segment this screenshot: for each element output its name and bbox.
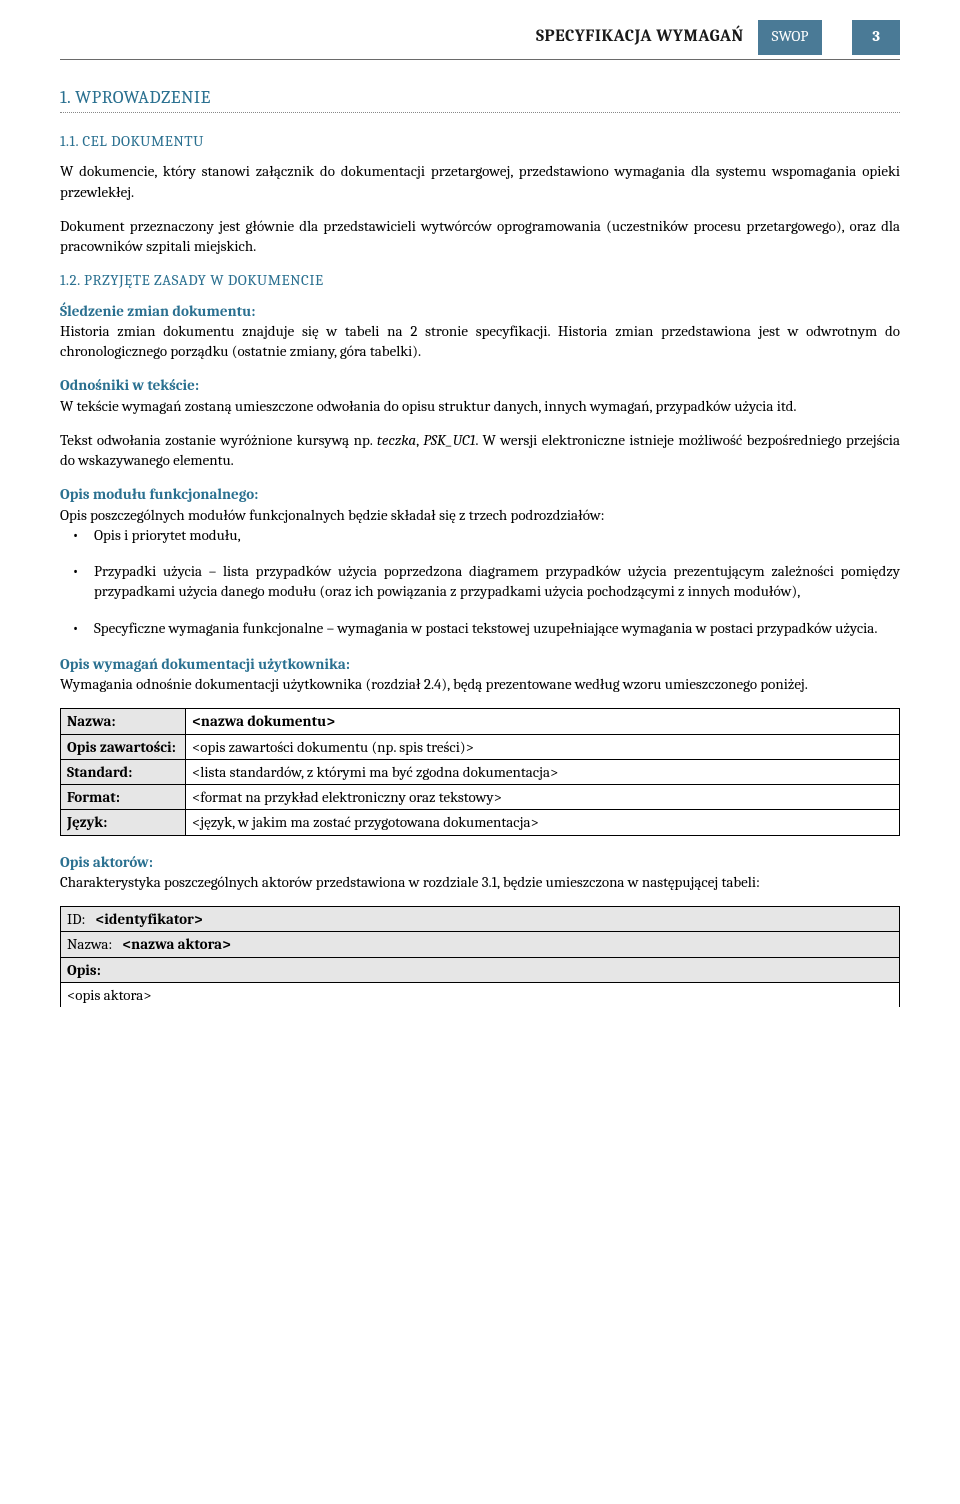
sublabel-module: Opis modułu funkcjonalnego: <box>60 484 900 504</box>
table-row: Nazwa: <nazwa aktora> <box>61 932 900 957</box>
header-title: SPECYFIKACJA WYMAGAŃ <box>526 20 754 55</box>
actor-desc-label: Opis: <box>67 961 101 979</box>
actor-id-label: ID: <box>67 910 85 928</box>
sublabel-actors: Opis aktorów: <box>60 852 900 872</box>
table-value-bold: <nazwa dokumentu> <box>192 712 335 730</box>
list-item: Przypadki użycia – lista przypadków użyc… <box>94 561 900 602</box>
header-divider <box>60 59 900 60</box>
section-divider <box>60 112 900 113</box>
header-page-number: 3 <box>852 20 900 55</box>
paragraph: Charakterystyka poszczególnych aktorów p… <box>60 872 900 892</box>
sublabel-docreq: Opis wymagań dokumentacji użytkownika: <box>60 654 900 674</box>
table-label: Format: <box>61 785 186 810</box>
paragraph: W dokumencie, który stanowi załącznik do… <box>60 161 900 202</box>
italic-ref: PSK_UC1 <box>423 431 475 449</box>
table-value: <format na przykład elektroniczny oraz t… <box>186 785 900 810</box>
italic-ref: teczka <box>377 431 416 449</box>
table-row: ID: <identyfikator> <box>61 907 900 932</box>
actor-name-value: <nazwa aktora> <box>122 935 231 953</box>
actor-id-value: <identyfikator> <box>95 910 202 928</box>
table-row: <opis aktora> <box>61 982 900 1007</box>
sublabel-tracking: Śledzenie zmian dokumentu: <box>60 301 900 321</box>
section-1-title: 1. WPROWADZENIE <box>60 86 900 110</box>
actor-template-table: ID: <identyfikator> Nazwa: <nazwa aktora… <box>60 906 900 1007</box>
table-value: <lista standardów, z którymi ma być zgod… <box>186 759 900 784</box>
header-swop-badge: SWOP <box>758 20 823 55</box>
table-value: <język, w jakim ma zostać przygotowana d… <box>186 810 900 835</box>
paragraph: Opis poszczególnych modułów funkcjonalny… <box>60 505 900 525</box>
doc-template-table: Nazwa: <nazwa dokumentu> Opis zawartości… <box>60 708 900 835</box>
table-value: <nazwa dokumentu> <box>186 709 900 734</box>
section-1-1-title: 1.1. CEL DOKUMENTU <box>60 131 900 151</box>
paragraph: Tekst odwołania zostanie wyróżnione kurs… <box>60 430 900 471</box>
section-1-2-title: 1.2. PRZYJĘTE ZASADY W DOKUMENCIE <box>60 270 900 290</box>
paragraph: Wymagania odnośnie dokumentacji użytkown… <box>60 674 900 694</box>
table-label: Standard: <box>61 759 186 784</box>
table-label: Nazwa: <box>61 709 186 734</box>
list-item: Opis i priorytet modułu, <box>94 525 900 545</box>
table-label: Język: <box>61 810 186 835</box>
module-bullet-list: Opis i priorytet modułu, Przypadki użyci… <box>60 525 900 638</box>
paragraph: Dokument przeznaczony jest głównie dla p… <box>60 216 900 257</box>
page-header: SPECYFIKACJA WYMAGAŃ SWOP 3 <box>60 20 900 55</box>
list-item: Specyficzne wymagania funkcjonalne – wym… <box>94 618 900 638</box>
paragraph: W tekście wymagań zostaną umieszczone od… <box>60 396 900 416</box>
actor-name-label: Nazwa: <box>67 935 112 953</box>
table-row: Opis: <box>61 957 900 982</box>
text-run: Tekst odwołania zostanie wyróżnione kurs… <box>60 431 377 449</box>
sublabel-references: Odnośniki w tekście: <box>60 375 900 395</box>
paragraph: Historia zmian dokumentu znajduje się w … <box>60 321 900 362</box>
table-value: <opis zawartości dokumentu (np. spis tre… <box>186 734 900 759</box>
table-label: Opis zawartości: <box>61 734 186 759</box>
